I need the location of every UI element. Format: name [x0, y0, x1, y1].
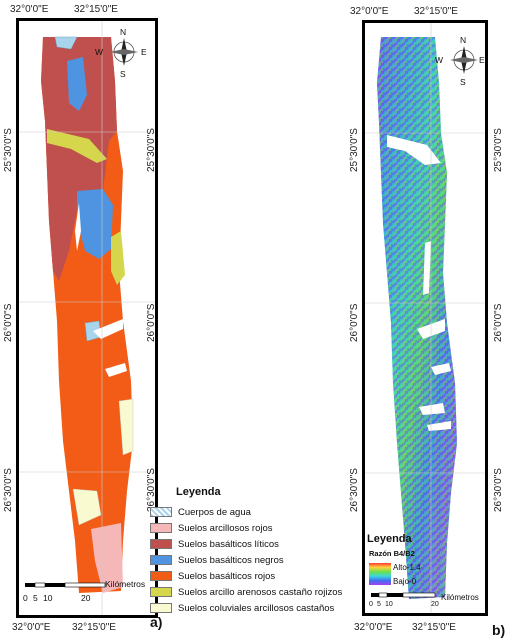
ratio-low-label: Bajo-0 [393, 577, 416, 586]
legend-item-water: Cuerpos de agua [150, 506, 251, 518]
legend-item-colluvial: Suelos coluviales arcillosos castaños [150, 602, 334, 614]
scale-tick-20-b: 20 [431, 601, 439, 608]
legend-label-black: Suelos basálticos negros [178, 555, 284, 566]
compass-s-a: S [120, 69, 126, 79]
scale-bar-a [25, 583, 105, 591]
swatch-red-basaltic [150, 571, 172, 581]
a-bottom-tick-2: 32°15'0"E [72, 622, 116, 633]
scale-tick-0-a: 0 [23, 593, 28, 603]
b-bottom-tick-2: 32°15'0"E [412, 622, 456, 633]
swatch-black [150, 555, 172, 565]
scale-tick-0-b: 0 [369, 601, 373, 608]
compass-rose-icon-b [447, 43, 481, 77]
legend-title-b: Leyenda [367, 533, 412, 545]
soil-map-a [19, 21, 155, 615]
legend-label-lithic: Suelos basálticos líticos [178, 539, 279, 550]
legend-label-colluvial: Suelos coluviales arcillosos castaños [178, 603, 334, 614]
scale-unit-b: Kilómetros [441, 593, 479, 602]
b-left-tick-3: 26°30'0"S [349, 468, 360, 512]
swatch-water [150, 507, 172, 517]
swatch-red-clay [150, 523, 172, 533]
map-frame-a: N S W E 0 5 10 20 Kilómetros [16, 18, 158, 618]
map-frame-b: N S W E Leyenda Razón B4/B2 Alto-1.4 Baj… [362, 20, 488, 616]
legend-subtitle-b: Razón B4/B2 [369, 549, 415, 558]
b-left-tick-1: 25°30'0"S [349, 128, 360, 172]
legend-item-black: Suelos basálticos negros [150, 554, 284, 566]
b-top-tick-1: 32°0'0"E [350, 6, 388, 17]
ratio-high-label: Alto-1.4 [393, 563, 421, 572]
panel-letter-b: b) [492, 622, 505, 638]
b-right-tick-3: 26°30'0"S [493, 468, 504, 512]
legend-label-red-clay: Suelos arcillosos rojos [178, 523, 273, 534]
compass-w-b: W [435, 55, 443, 65]
compass-rose-icon-a [107, 35, 141, 69]
compass-e-a: E [141, 47, 147, 57]
scale-tick-5-b: 5 [377, 601, 381, 608]
b-bottom-tick-1: 32°0'0"E [354, 622, 392, 633]
swatch-lithic [150, 539, 172, 549]
ratio-map-b [365, 23, 485, 613]
compass-w-a: W [95, 47, 103, 57]
a-left-tick-2: 26°0'0"S [3, 304, 14, 342]
scale-tick-5-a: 5 [33, 593, 38, 603]
scale-tick-10-b: 10 [385, 601, 393, 608]
legend-label-red-basaltic: Suelos basálticos rojos [178, 571, 275, 582]
legend-item-red-basaltic: Suelos basálticos rojos [150, 570, 275, 582]
scale-tick-10-a: 10 [43, 593, 52, 603]
b-right-tick-1: 25°30'0"S [493, 128, 504, 172]
scale-bar-b [371, 593, 435, 601]
b-top-tick-2: 32°15'0"E [414, 6, 458, 17]
legend-item-lithic: Suelos basálticos líticos [150, 538, 279, 550]
legend-title-a: Leyenda [176, 486, 221, 498]
b-left-tick-2: 26°0'0"S [349, 304, 360, 342]
legend-item-red-clay: Suelos arcillosos rojos [150, 522, 273, 534]
a-left-tick-3: 26°30'0"S [3, 468, 14, 512]
a-left-tick-1: 25°30'0"S [3, 128, 14, 172]
b-right-tick-2: 26°0'0"S [493, 304, 504, 342]
compass-s-b: S [460, 77, 466, 87]
swatch-sandy [150, 587, 172, 597]
ratio-colorbar [369, 563, 391, 585]
a-bottom-tick-1: 32°0'0"E [12, 622, 50, 633]
legend-label-sandy: Suelos arcillo arenosos castaño rojizos [178, 587, 342, 598]
a-top-tick-2: 32°15'0"E [74, 4, 118, 15]
a-right-tick-1: 25°30'0"S [146, 128, 157, 172]
scale-unit-a: Kilómetros [105, 579, 145, 589]
legend-label-water: Cuerpos de agua [178, 507, 251, 518]
a-top-tick-1: 32°0'0"E [10, 4, 48, 15]
scale-tick-20-a: 20 [81, 593, 90, 603]
compass-n-b: N [460, 35, 466, 45]
a-right-tick-2: 26°0'0"S [146, 304, 157, 342]
swatch-colluvial [150, 603, 172, 613]
compass-n-a: N [120, 27, 126, 37]
legend-item-sandy: Suelos arcillo arenosos castaño rojizos [150, 586, 342, 598]
panel-letter-a: a) [150, 614, 162, 630]
compass-e-b: E [479, 55, 485, 65]
